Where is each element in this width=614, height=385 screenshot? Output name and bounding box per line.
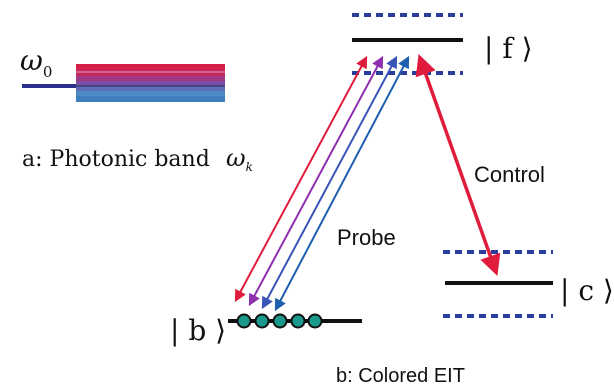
label-c: | c ⟩ <box>560 274 614 307</box>
probe-arrow-navy <box>274 55 410 312</box>
colored-eit-caption: b: Colored EIT <box>336 365 465 385</box>
label-f: | f ⟩ <box>484 32 533 65</box>
probe-arrows <box>234 55 410 312</box>
atoms <box>236 313 323 329</box>
label-probe: Probe <box>337 225 396 250</box>
atom-5 <box>307 313 323 329</box>
label-control: Control <box>474 162 545 187</box>
atom-2 <box>254 313 270 329</box>
photonic-band-block <box>76 64 225 102</box>
probe-arrow-red <box>234 55 368 303</box>
panel-a: ω0 a: Photonic band ωk <box>20 44 253 174</box>
probe-arrow-purple <box>248 55 384 307</box>
atom-4 <box>290 313 306 329</box>
label-b: | b ⟩ <box>170 314 226 347</box>
omegak-symbol: ωk <box>226 144 253 174</box>
photonic-band-caption: a: Photonic band <box>22 147 210 172</box>
atom-3 <box>272 313 288 329</box>
probe-arrow-blue <box>261 55 398 310</box>
panel-b: | f ⟩ | c ⟩ | b ⟩ Probe Control b: Color… <box>170 13 614 385</box>
atom-1 <box>236 313 252 329</box>
omega0-symbol: ω0 <box>20 44 52 81</box>
control-arrow <box>415 54 501 276</box>
